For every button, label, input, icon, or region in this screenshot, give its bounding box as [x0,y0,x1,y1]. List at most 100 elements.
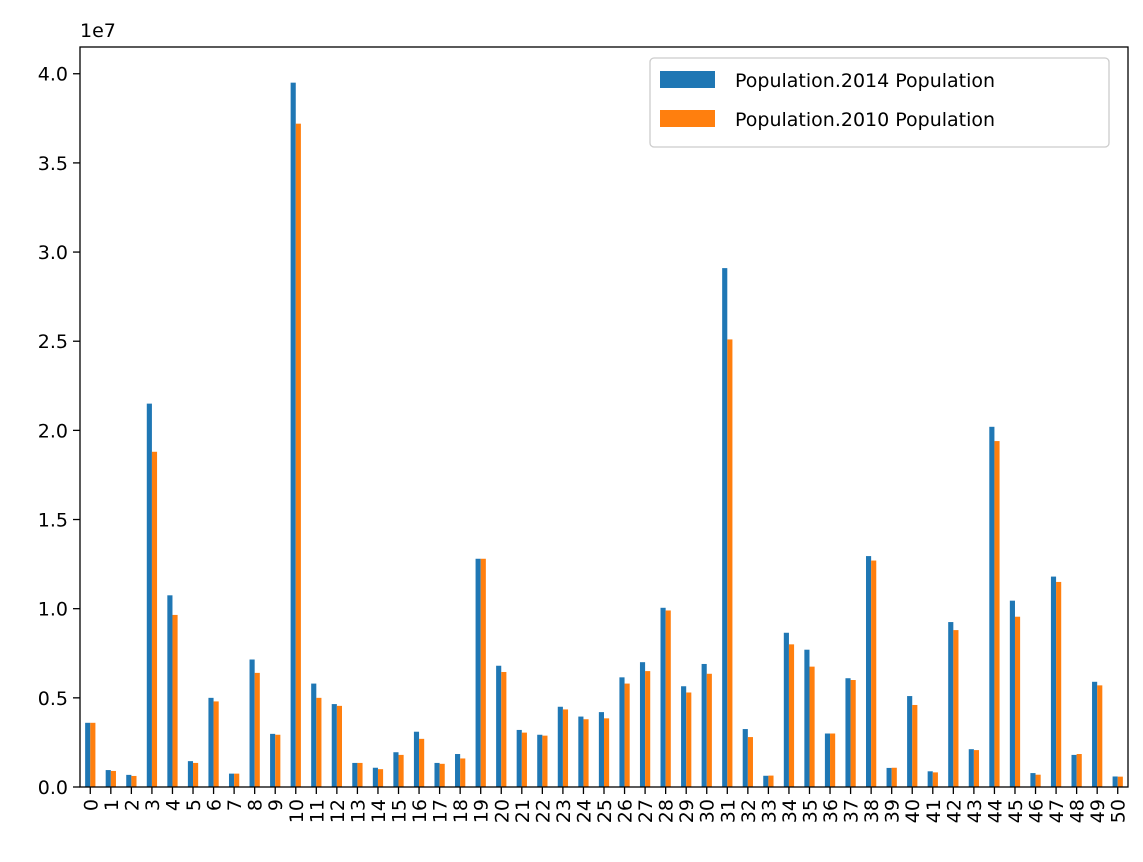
x-tick-label: 2 [121,799,143,811]
axes-frame [79,46,1129,788]
bar-2010-3 [151,451,158,787]
bar-2010-8 [254,672,260,787]
bar-2010-41 [932,772,938,787]
bar-2014-9 [270,733,276,787]
bar-2014-42 [948,622,954,787]
x-tick-label: 27 [635,799,657,823]
bar-2014-47 [1050,576,1057,787]
bar-2010-15 [398,754,404,787]
x-tick-label: 41 [923,799,945,823]
bar-2014-26 [619,677,625,787]
bar-2010-40 [912,704,918,787]
bar-2010-20 [501,671,507,787]
bar-2010-47 [1056,581,1062,787]
bar-2014-34 [783,632,789,787]
bar-2010-37 [850,680,856,787]
x-tick-label: 40 [902,799,924,823]
bar-2014-27 [639,662,646,787]
bar-2014-15 [393,752,399,787]
bar-2010-7 [234,773,240,787]
y-tick-label: 1.0 [38,599,68,621]
bar-2014-10 [290,82,296,787]
x-tick-label: 18 [450,799,472,823]
x-tick-label: 34 [779,799,801,823]
bars-layer [85,82,1123,788]
bar-2010-13 [357,762,363,787]
bar-2014-13 [352,762,358,787]
bar-2014-20 [496,665,502,787]
y-axis: 0.0 0.5 1.0 1.5 2.0 2.5 3.0 3.5 4.0 [38,64,80,799]
x-tick-label: 36 [820,799,842,823]
y-tick-label: 1.5 [38,510,68,532]
bar-2010-50 [1117,776,1123,787]
bar-2014-19 [475,558,481,787]
bar-2014-12 [331,704,337,787]
x-tick-label: 5 [183,799,205,811]
x-tick-label: 22 [532,799,554,823]
y-tick-label: 4.0 [38,64,68,86]
y-tick-label: 0.0 [38,777,68,799]
y-tick-label: 2.5 [38,331,68,353]
bar-2010-46 [1035,774,1041,787]
legend-swatch [660,71,715,88]
bar-2010-19 [480,558,486,787]
y-tick-label: 0.5 [38,688,68,710]
x-tick-label: 43 [964,799,986,823]
bar-2014-2 [126,774,132,787]
bar-2014-44 [989,426,995,787]
x-tick-label: 29 [676,799,698,823]
legend-box [649,57,1110,148]
bar-2014-37 [845,678,851,787]
x-tick-label: 4 [162,799,184,811]
bar-2010-43 [973,750,980,787]
bar-2014-25 [598,712,604,787]
bar-2010-4 [172,614,178,787]
bar-2010-23 [562,709,569,787]
bar-2010-2 [131,775,137,787]
bar-2014-0 [85,722,91,787]
bar-2010-0 [90,722,96,787]
bar-2014-33 [763,775,769,787]
bar-2010-5 [193,762,199,787]
bar-2014-3 [146,403,152,787]
bar-2014-40 [907,696,913,787]
x-tick-label: 33 [758,799,780,823]
x-tick-label: 10 [286,799,308,823]
bar-2010-24 [583,719,589,787]
bar-2014-23 [557,706,563,787]
bar-2010-38 [871,560,877,787]
bar-2014-45 [1009,600,1015,787]
bar-2014-41 [927,771,933,787]
x-tick-label: 24 [573,799,595,823]
bar-2010-44 [994,441,1000,787]
x-tick-label: 26 [615,799,637,823]
x-tick-label: 31 [717,799,739,823]
x-tick-label: 42 [943,799,965,823]
bar-2014-30 [701,663,707,787]
bar-2010-49 [1097,685,1103,787]
bar-2014-29 [681,686,687,787]
x-tick-label: 38 [861,799,883,823]
x-axis: 0123456789101112131415161718192021222324… [80,787,1130,823]
bar-2014-7 [228,773,235,787]
bar-2014-5 [187,761,194,787]
bar-2014-24 [578,716,584,787]
x-tick-label: 32 [738,799,760,823]
x-tick-label: 23 [553,799,575,823]
bar-2010-30 [706,673,712,787]
x-tick-label: 20 [491,799,513,823]
bar-2014-50 [1112,776,1118,787]
bar-2010-48 [1076,754,1082,787]
bar-2014-39 [886,767,892,787]
bar-2010-33 [768,775,774,787]
x-tick-label: 28 [656,799,678,823]
x-tick-label: 50 [1108,799,1130,823]
bar-2014-21 [516,729,522,787]
x-tick-label: 46 [1026,799,1048,823]
x-tick-label: 44 [984,799,1006,823]
y-tick-label: 3.5 [38,153,68,175]
bar-2010-28 [665,610,671,787]
x-tick-label: 49 [1087,799,1109,823]
bar-2014-8 [249,659,255,787]
